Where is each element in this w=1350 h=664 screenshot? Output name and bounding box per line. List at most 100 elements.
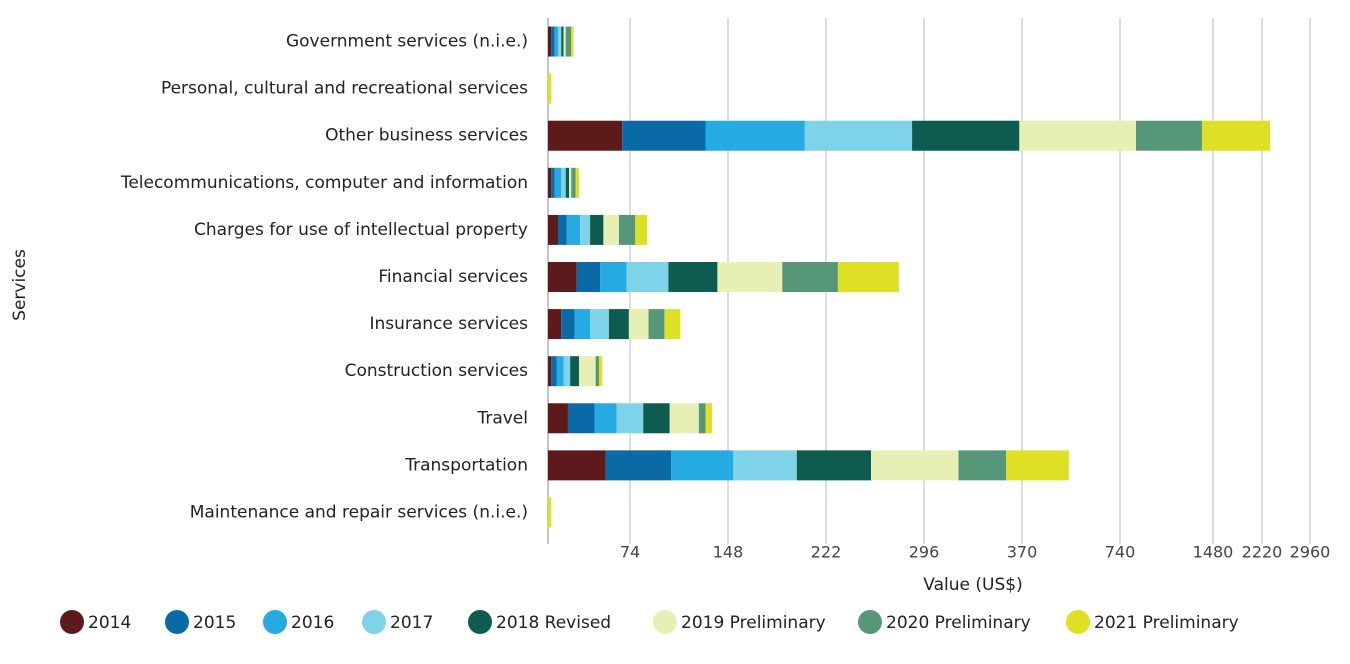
bar-segment bbox=[548, 309, 562, 340]
legend-swatch bbox=[60, 610, 84, 634]
y-axis-label: Services bbox=[10, 249, 30, 321]
bar-segment bbox=[664, 309, 681, 340]
bar-segment bbox=[600, 262, 627, 292]
legend-label: 2017 bbox=[390, 613, 433, 633]
bar-segment bbox=[569, 167, 572, 198]
y-tick-label: Travel bbox=[476, 408, 528, 428]
bar-segment bbox=[590, 214, 604, 245]
bar-segment bbox=[605, 450, 672, 481]
bar-segment bbox=[557, 26, 562, 57]
bar-segment bbox=[608, 309, 629, 340]
x-tick-label: 2220 bbox=[1242, 543, 1283, 562]
bar-segment bbox=[561, 26, 564, 57]
bar-segment bbox=[643, 403, 670, 434]
bar-segment bbox=[548, 450, 606, 481]
bar-segment bbox=[551, 356, 557, 387]
bar-segment bbox=[548, 167, 552, 198]
bar-segment bbox=[579, 356, 596, 387]
y-tick-label: Personal, cultural and recreational serv… bbox=[161, 79, 528, 99]
bar-segment bbox=[598, 356, 603, 387]
bar-segment bbox=[622, 120, 706, 151]
bar-segment bbox=[1135, 120, 1202, 151]
y-tick-label: Construction services bbox=[345, 361, 529, 381]
bar-segment bbox=[548, 497, 552, 528]
bar-segment bbox=[556, 356, 564, 387]
bar-segment bbox=[603, 214, 619, 245]
bar-segment bbox=[626, 262, 669, 292]
bar-segment bbox=[635, 214, 648, 245]
bar-segment bbox=[561, 309, 575, 340]
bar-segment bbox=[717, 262, 783, 292]
bar-segment bbox=[548, 26, 552, 57]
bar-segment bbox=[551, 26, 555, 57]
bar-segment bbox=[565, 26, 572, 57]
bar-segment bbox=[567, 403, 595, 434]
bar-segment bbox=[563, 26, 566, 57]
bar-segment bbox=[566, 214, 581, 245]
bar-segment bbox=[616, 403, 644, 434]
bar-segment bbox=[705, 120, 805, 151]
x-tick-label: 296 bbox=[909, 543, 940, 562]
bar-segment bbox=[705, 403, 713, 434]
legend-label: 2014 bbox=[88, 613, 131, 633]
bar-segment bbox=[570, 356, 580, 387]
legend-label: 2016 bbox=[291, 613, 334, 633]
bar-segment bbox=[628, 309, 649, 340]
y-tick-label: Other business services bbox=[325, 126, 528, 146]
bar-segment bbox=[796, 450, 872, 481]
y-tick-label: Transportation bbox=[404, 455, 528, 475]
bar-segment bbox=[548, 403, 568, 434]
bar-segment bbox=[557, 214, 567, 245]
bar-segment bbox=[551, 167, 555, 198]
bar-segment bbox=[618, 214, 636, 245]
bar-segment bbox=[554, 26, 558, 57]
bar-segment bbox=[782, 262, 838, 292]
x-tick-label: 740 bbox=[1105, 543, 1136, 562]
bar-segment bbox=[871, 450, 959, 481]
bar-segment bbox=[594, 403, 617, 434]
bar-segment bbox=[668, 262, 718, 292]
y-tick-label: Telecommunications, computer and informa… bbox=[120, 173, 528, 193]
legend-swatch bbox=[263, 610, 287, 634]
bar-segment bbox=[574, 309, 591, 340]
x-tick-label: 2960 bbox=[1290, 543, 1331, 562]
bar-segment bbox=[571, 167, 576, 198]
bar-segment bbox=[576, 262, 601, 292]
bar-segment bbox=[548, 262, 577, 292]
x-axis-label: Value (US$) bbox=[923, 575, 1022, 595]
bar-segment bbox=[563, 356, 571, 387]
bar-segment bbox=[595, 356, 599, 387]
bar-segment bbox=[698, 403, 706, 434]
legend-label: 2019 Preliminary bbox=[681, 613, 826, 633]
bar-segment bbox=[561, 167, 566, 198]
bar-segment bbox=[733, 450, 797, 481]
bar-segment bbox=[671, 450, 734, 481]
y-tick-label: Insurance services bbox=[369, 314, 528, 334]
legend-swatch bbox=[468, 610, 492, 634]
bar-segment bbox=[804, 120, 913, 151]
legend-swatch bbox=[653, 610, 677, 634]
y-tick-label: Government services (n.i.e.) bbox=[286, 32, 528, 52]
legend-swatch bbox=[1066, 610, 1090, 634]
bar-segment bbox=[565, 167, 570, 198]
legend-swatch bbox=[165, 610, 189, 634]
legend-label: 2018 Revised bbox=[496, 613, 611, 633]
y-tick-label: Charges for use of intellectual property bbox=[194, 220, 528, 240]
legend-swatch bbox=[362, 610, 386, 634]
bar-segment bbox=[1201, 120, 1270, 151]
bar-segment bbox=[548, 73, 552, 104]
bar-segment bbox=[548, 356, 552, 387]
bar-segment bbox=[575, 167, 580, 198]
x-tick-label: 148 bbox=[713, 543, 744, 562]
y-tick-label: Financial services bbox=[378, 267, 528, 287]
legend-label: 2015 bbox=[193, 613, 236, 633]
bar-segment bbox=[669, 403, 699, 434]
x-tick-label: 370 bbox=[1007, 543, 1038, 562]
legend-swatch bbox=[858, 610, 882, 634]
bar-segment bbox=[590, 309, 609, 340]
bar-segment bbox=[580, 214, 591, 245]
bar-segment bbox=[548, 214, 558, 245]
x-tick-label: 74 bbox=[620, 543, 640, 562]
bar-segment bbox=[1019, 120, 1136, 151]
